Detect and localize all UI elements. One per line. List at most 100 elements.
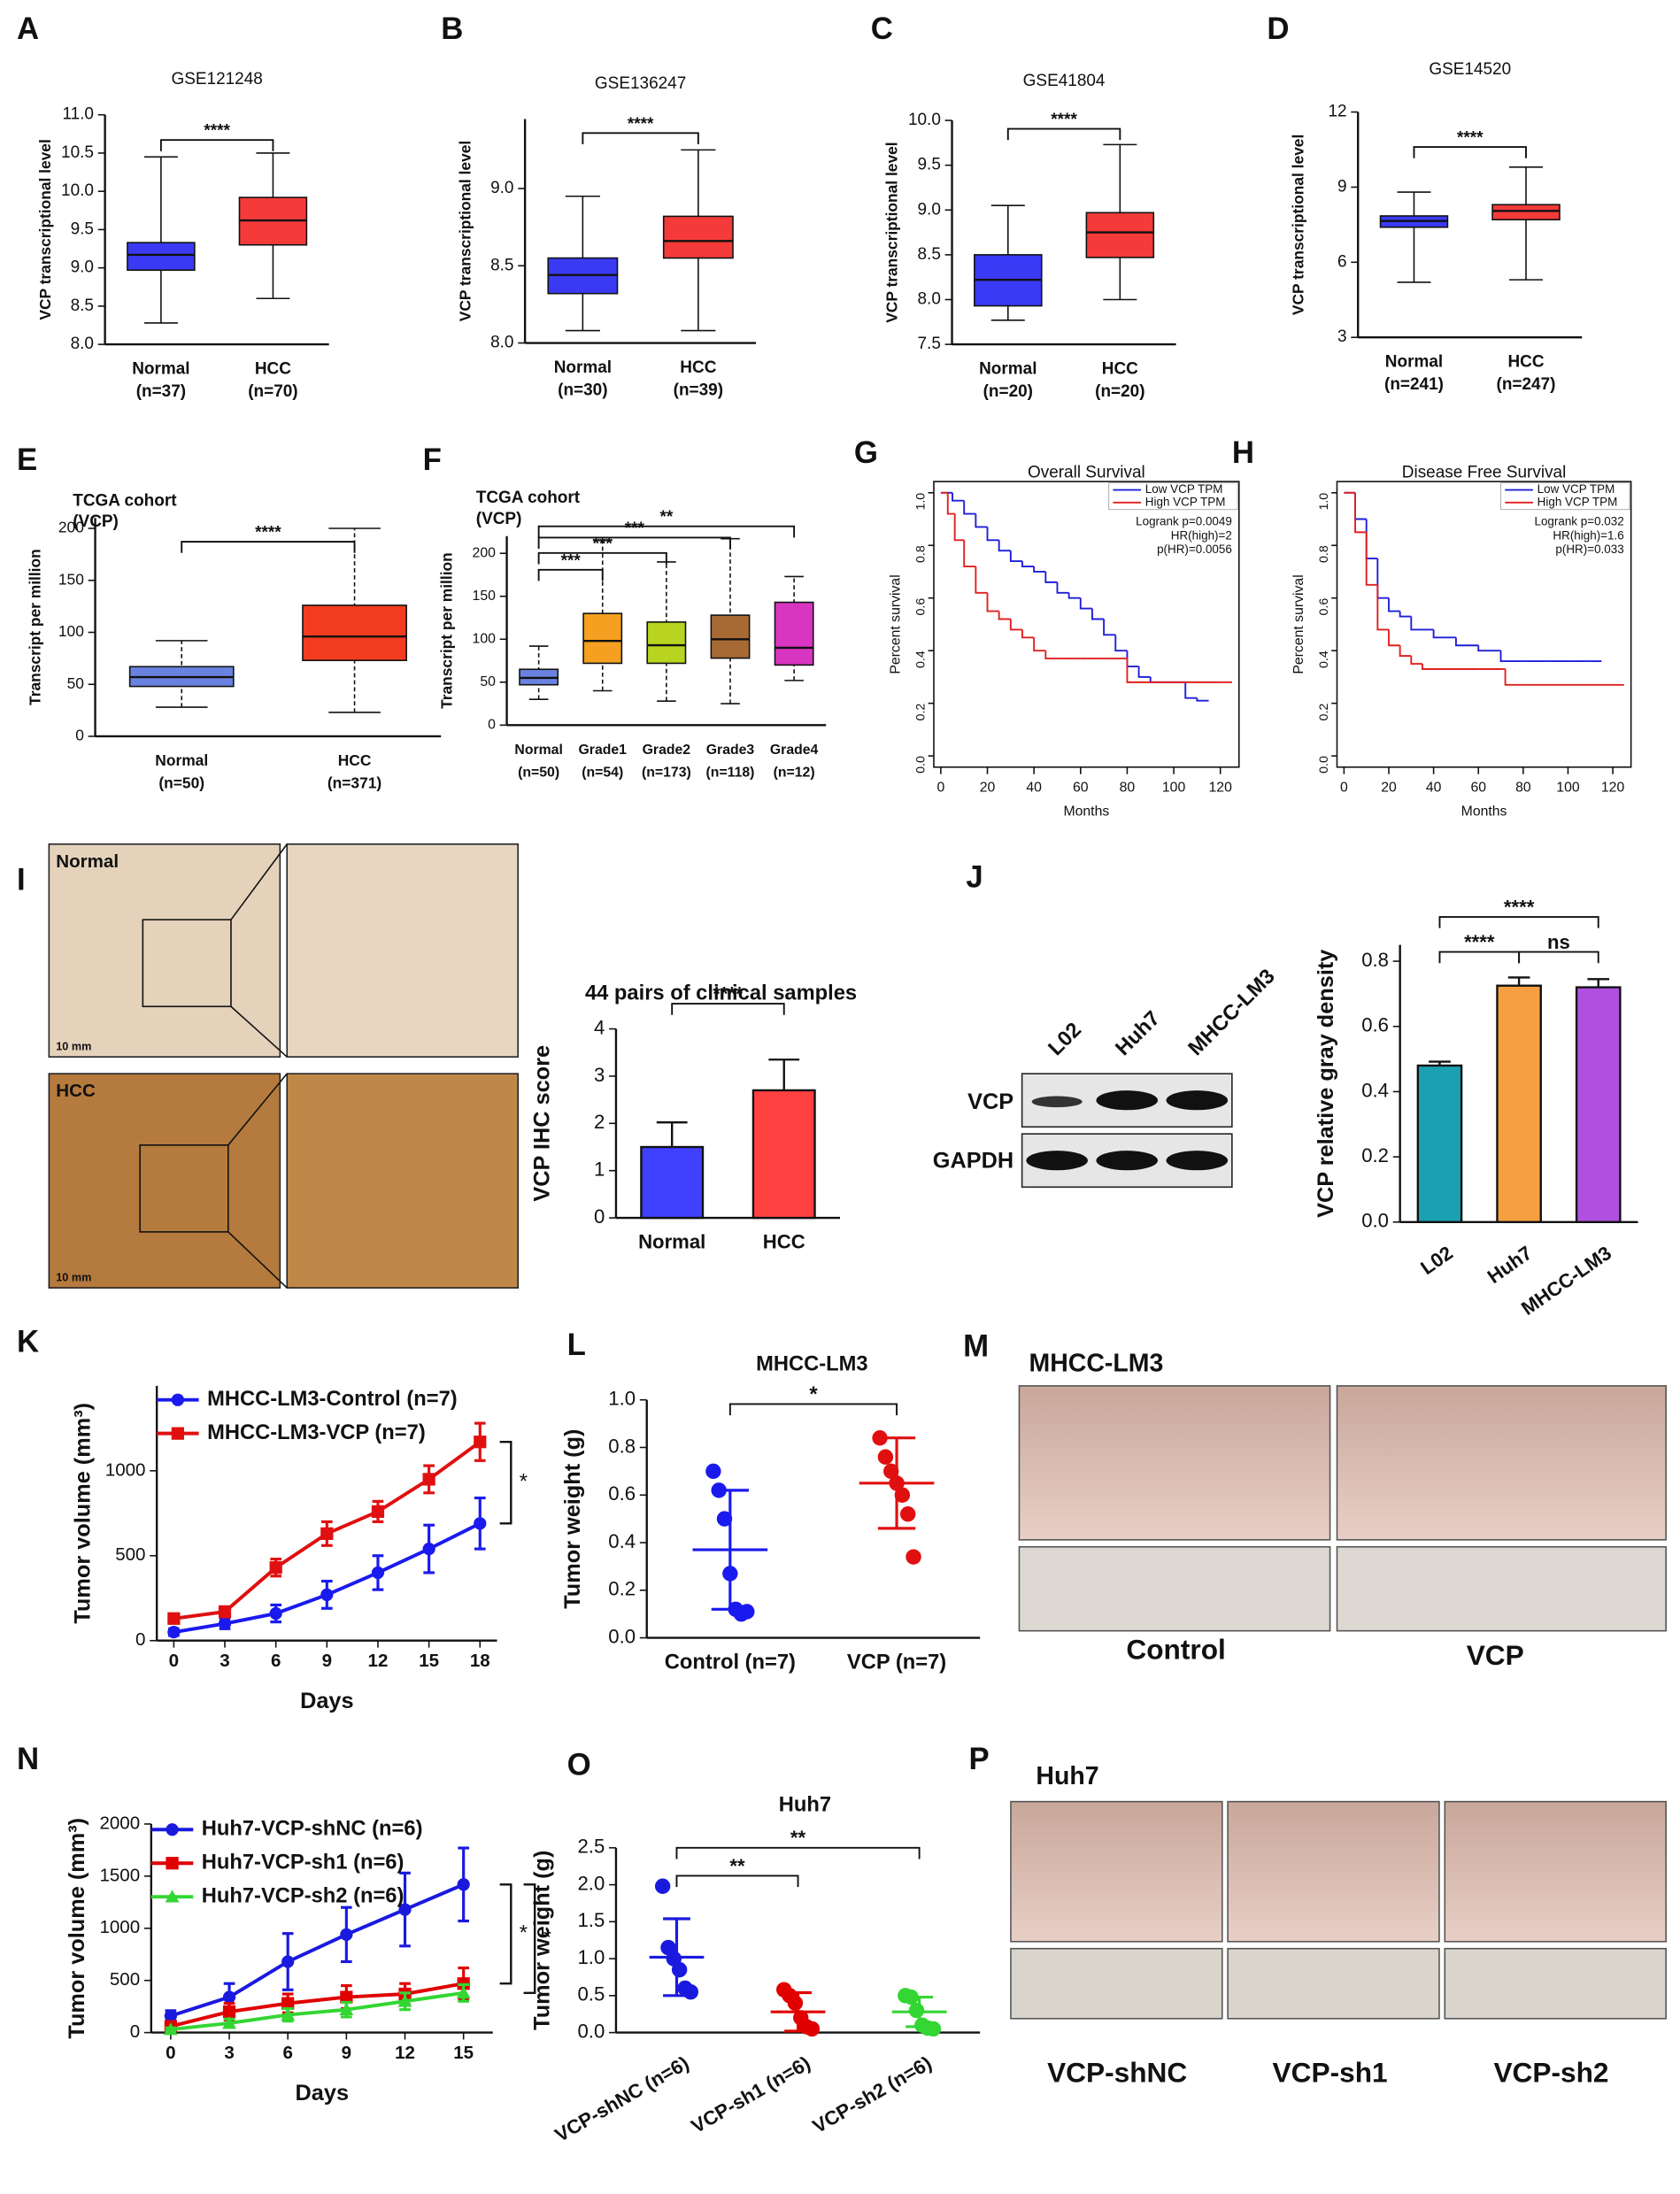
y-tick-label: 1.0	[608, 1388, 636, 1410]
photo	[1336, 1385, 1667, 1541]
marker	[222, 1990, 236, 2004]
x-tick-label: 80	[1515, 781, 1531, 796]
ihc-photos: I Normal HCC 10 mm 10 mm	[17, 843, 520, 1289]
marker	[222, 2016, 236, 2029]
y-axis-label: Tumor weight (g)	[529, 1851, 554, 2030]
survival-step	[1033, 566, 1046, 573]
y-tick-label: 9.5	[71, 219, 94, 238]
y-tick-label: 0	[75, 727, 84, 744]
survival-step	[1376, 584, 1390, 631]
y-tick-label: 0.4	[608, 1530, 636, 1552]
scale-label: 10 mm	[56, 1271, 91, 1283]
mouse-photos: M MHCC-LM3 Control VCP	[963, 1329, 1667, 1671]
band	[1166, 1090, 1229, 1111]
box	[1491, 204, 1561, 221]
x-category-label: HCC	[1507, 353, 1544, 372]
panel-letter: N	[17, 1743, 39, 1776]
marker	[167, 1612, 181, 1625]
significance-label: ****	[1051, 111, 1077, 129]
photo	[1227, 1947, 1440, 2020]
y-tick-label: 0.6	[1361, 1014, 1389, 1036]
significance-label: ****	[1457, 129, 1483, 148]
x-axis-label: Months	[1063, 804, 1109, 820]
x-tick-label: 12	[395, 2043, 415, 2063]
marker	[340, 1990, 353, 2004]
legend-label: Huh7-VCP-sh1 (n=6)	[202, 1851, 405, 1874]
survival-step	[1044, 571, 1058, 583]
x-tick-label: 0	[166, 2043, 175, 2063]
y-tick-label: 9.0	[918, 200, 941, 219]
y-tick-label: 11.0	[62, 105, 94, 124]
photo-label: Huh7	[1036, 1762, 1098, 1790]
survival-step	[1454, 637, 1479, 647]
survival-step	[986, 592, 999, 612]
x-category-count: (n=50)	[518, 765, 559, 780]
survival-step	[1388, 597, 1400, 612]
significance-bracket	[537, 568, 604, 581]
y-axis-label: VCP transcriptional level	[1289, 135, 1306, 315]
y-tick-label: 0.2	[1361, 1144, 1389, 1166]
y-tick-label: 1.0	[1317, 493, 1331, 511]
x-tick-label: 40	[1026, 781, 1042, 796]
y-tick-label: 12	[1328, 103, 1346, 121]
marker	[398, 1903, 412, 1916]
y-tick-label: 0.0	[578, 2020, 605, 2042]
annotation: p(HR)=0.0056	[1157, 543, 1232, 556]
x-category-label: VCP-shNC (n=6)	[551, 2052, 693, 2146]
x-tick-label: 6	[282, 2043, 292, 2063]
x-tick-label: 60	[1073, 781, 1089, 796]
x-category-count: (n=241)	[1384, 375, 1444, 394]
y-tick-label: 0.0	[1317, 756, 1331, 774]
annotation: HR(high)=2	[1171, 528, 1232, 542]
x-category-count: (n=20)	[983, 382, 1033, 401]
line	[170, 1982, 465, 2028]
chart-title: Overall Survival	[1028, 464, 1145, 482]
marker	[269, 1561, 282, 1574]
x-category-count: (n=371)	[328, 774, 381, 791]
marker	[222, 2005, 236, 2019]
data-point	[908, 2002, 925, 2019]
y-tick-label: 100	[473, 631, 497, 646]
significance-label: *	[520, 1922, 528, 1945]
significance-bracket	[1413, 146, 1527, 158]
significance-label: *	[543, 1927, 551, 1950]
x-category-label: L02	[1416, 1242, 1457, 1279]
x-tick-label: 9	[342, 2043, 351, 2063]
y-tick-label: 0	[594, 1205, 605, 1228]
x-axis-label: Days	[300, 1689, 353, 1713]
y-tick-label: 10.5	[61, 143, 94, 162]
western-blot: J L02 Huh7 MHCC-LM3 VCP GAPDH	[933, 861, 1280, 1189]
y-tick-label: 0.2	[1317, 704, 1331, 721]
panel-letter: D	[1267, 12, 1289, 46]
x-tick-label: 120	[1209, 781, 1233, 796]
data-point	[787, 1995, 804, 2011]
x-category-label: VCP-sh2 (n=6)	[809, 2052, 936, 2137]
x-tick-label: 9	[322, 1651, 332, 1671]
y-tick-label: 1000	[105, 1459, 146, 1480]
x-category-label: VCP (n=7)	[847, 1651, 946, 1674]
marker	[422, 1473, 435, 1486]
y-tick-label: 2.5	[578, 1836, 605, 1858]
marker	[281, 1997, 295, 2010]
x-category-label: Grade3	[706, 743, 755, 758]
survival-step	[1056, 581, 1069, 594]
y-axis-label: VCP relative gray density	[1314, 950, 1338, 1218]
legend-marker	[166, 1823, 179, 1836]
x-category-label: HCC	[338, 751, 372, 769]
data-point	[877, 1449, 894, 1465]
y-tick-label: 3	[1337, 327, 1347, 346]
marker	[281, 1955, 295, 1968]
chart-title: GSE121248	[171, 70, 262, 89]
x-category-label: Grade4	[770, 743, 819, 758]
survival-step	[975, 566, 988, 594]
survival-step	[1103, 619, 1116, 636]
significance-label: **	[659, 508, 673, 527]
x-tick-label: 40	[1426, 781, 1442, 796]
photo-label: Control	[1126, 1634, 1225, 1666]
x-axis-label: Months	[1461, 804, 1507, 820]
y-tick-label: 50	[67, 674, 84, 692]
inset-box	[142, 919, 232, 1008]
y-tick-label: 0.8	[608, 1435, 636, 1457]
y-tick-label: 8.0	[918, 290, 941, 309]
y-tick-label: 150	[473, 589, 497, 604]
